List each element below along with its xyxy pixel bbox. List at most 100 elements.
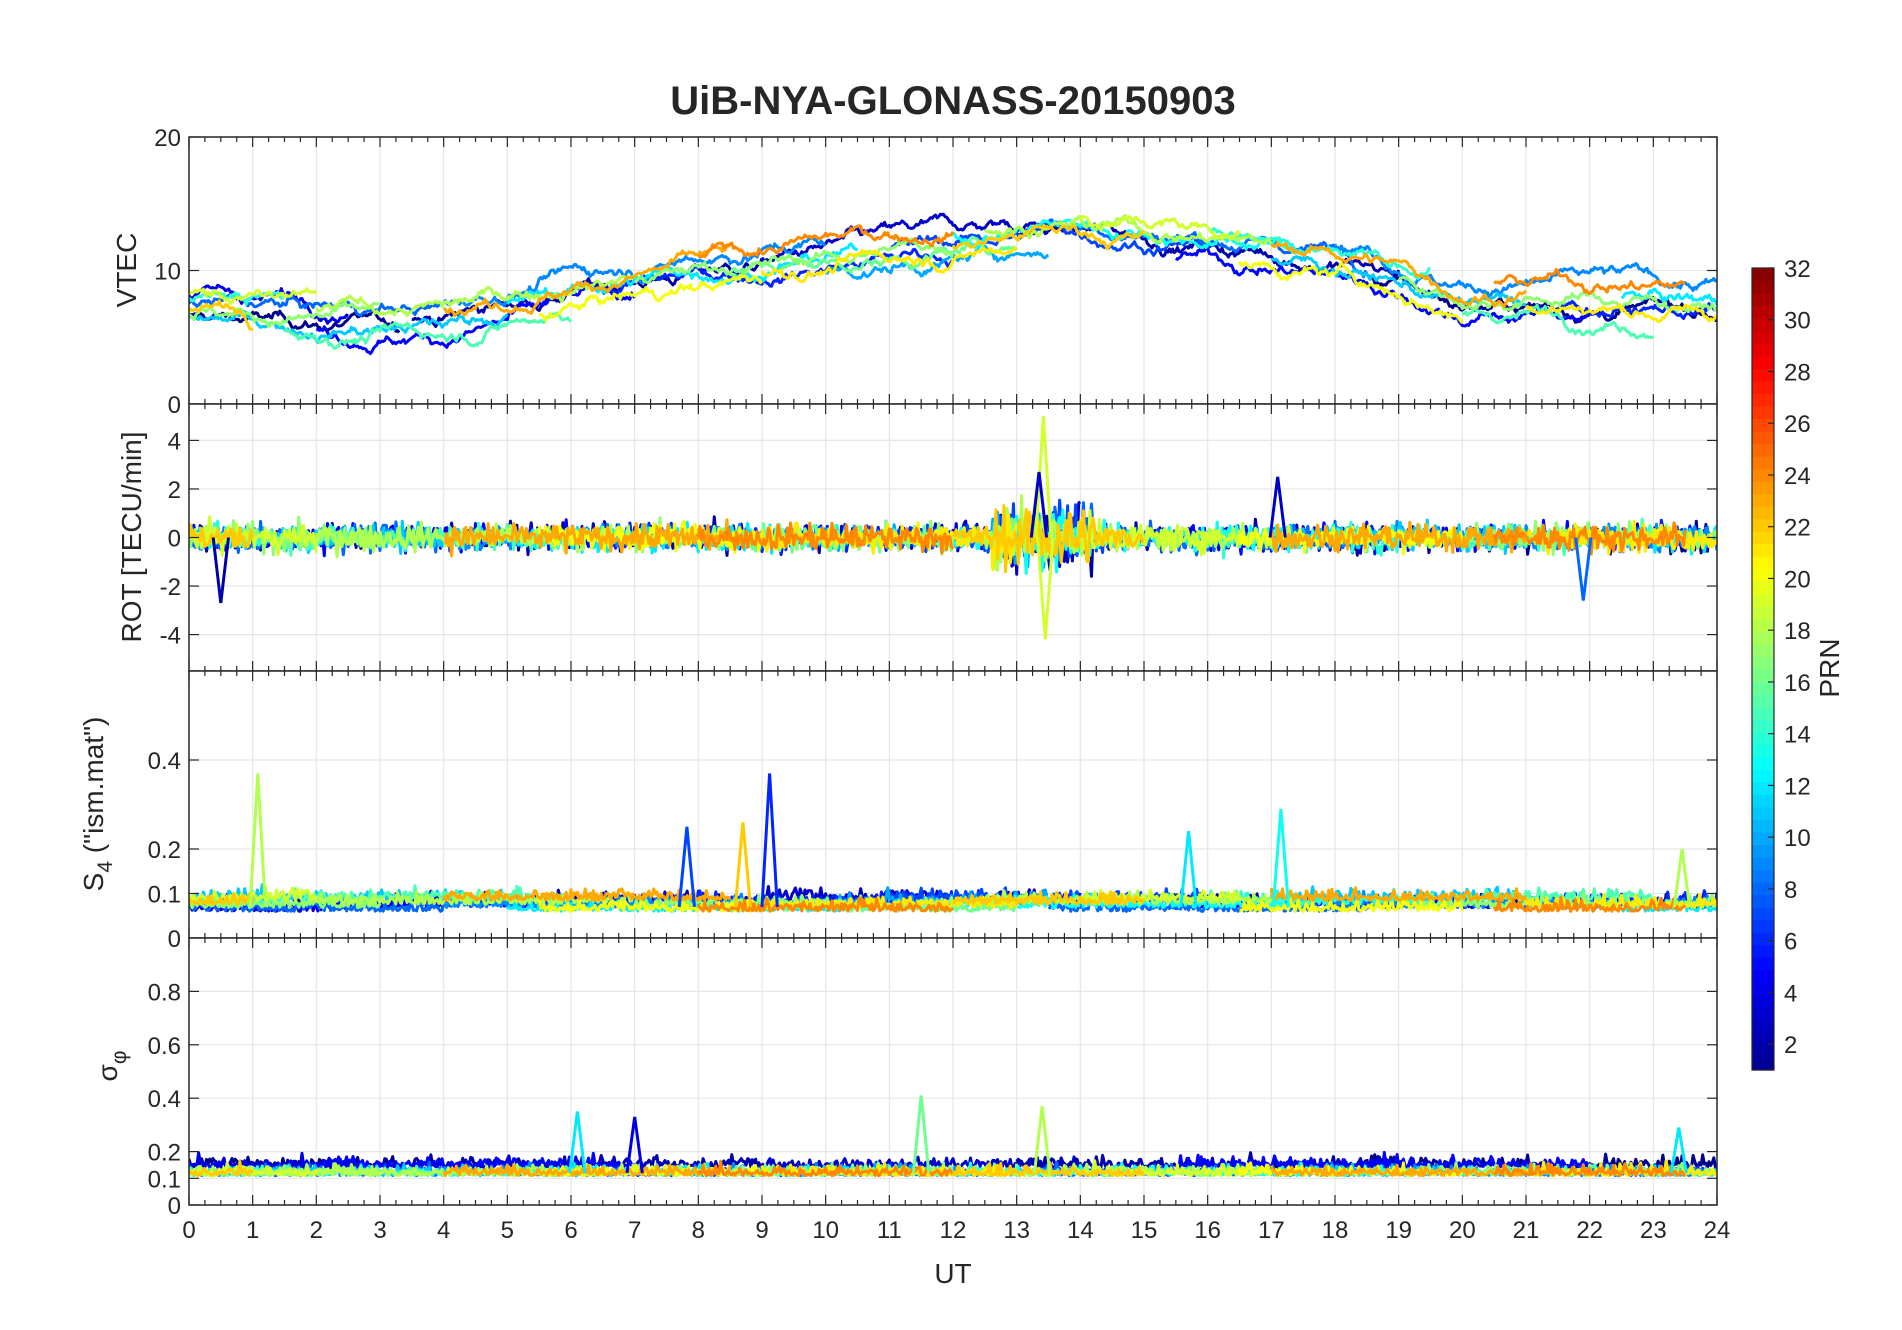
y-tick-label: -4 — [160, 623, 181, 650]
satellite-track-prn-3 — [760, 212, 1082, 263]
peak-prn-22 — [733, 822, 752, 908]
x-tick-label: 17 — [1258, 1217, 1285, 1244]
colorbar-segment — [1752, 268, 1774, 282]
x-tick-label: 5 — [501, 1217, 514, 1244]
satellite-track-prn-19 — [189, 287, 318, 306]
x-tick-label: 16 — [1194, 1217, 1221, 1244]
colorbar-segment — [1752, 819, 1774, 833]
colorbar-segment — [1752, 293, 1774, 307]
satellite-track-prn-5 — [1175, 245, 1591, 328]
y-tick-label: 0.4 — [148, 748, 181, 775]
satellite-track-prn-20 — [538, 274, 764, 322]
colorbar-segment — [1752, 493, 1774, 507]
x-tick-label: 11 — [877, 1217, 902, 1244]
x-tick-label: 20 — [1449, 1217, 1476, 1244]
colorbar-segment — [1752, 731, 1774, 745]
peak-prn-12 — [568, 1111, 587, 1174]
colorbar-segment — [1752, 581, 1774, 595]
y-tick-label: -2 — [160, 574, 181, 601]
panel-s4: 0 0.1 0.2 0.4 — [148, 670, 1718, 953]
x-tick-label: 19 — [1385, 1217, 1412, 1244]
satellite-track-prn-24 — [1493, 1161, 1686, 1178]
colorbar-segment — [1752, 1057, 1774, 1071]
x-tick-label: 4 — [437, 1217, 450, 1244]
satellite-track-prn-21 — [760, 245, 1018, 284]
colorbar-segment — [1752, 919, 1774, 933]
colorbar-segment — [1752, 418, 1774, 432]
colorbar-segment — [1752, 543, 1774, 557]
x-tick-label: 13 — [1003, 1217, 1030, 1244]
satellite-track-prn-22 — [189, 299, 254, 332]
peak-prn-3 — [1268, 476, 1287, 538]
satellite-track-prn-23 — [1270, 241, 1528, 309]
x-tick-label: 21 — [1513, 1217, 1540, 1244]
panel-rot: -4 -2 0 2 4 — [160, 403, 1718, 672]
colorbar-tick-label: 26 — [1784, 411, 1811, 438]
x-tick-label: 10 — [812, 1217, 839, 1244]
series-group — [189, 416, 1717, 640]
y-tick-label: 0.2 — [148, 1140, 181, 1167]
y-tick-label: 0 — [168, 1193, 181, 1220]
series-group — [189, 212, 1717, 356]
colorbar-segment — [1752, 305, 1774, 319]
colorbar-segment — [1752, 393, 1774, 407]
satellite-track-prn-15 — [283, 311, 573, 350]
colorbar-tick-label: 14 — [1784, 722, 1811, 749]
colorbar-segment — [1752, 643, 1774, 658]
satellite-track-prn-18 — [983, 213, 1273, 246]
colorbar-segment — [1752, 994, 1774, 1008]
colorbar-segment — [1752, 781, 1774, 795]
colorbar-segment — [1752, 831, 1774, 846]
colorbar-segment — [1752, 907, 1774, 921]
colorbar-segment — [1752, 719, 1774, 733]
chart-title: UiB-NYA-GLONASS-20150903 — [670, 79, 1235, 123]
colorbar-segment — [1752, 1007, 1774, 1021]
colorbar-tick-label: 8 — [1784, 877, 1797, 904]
colorbar-label: PRN — [1814, 638, 1845, 697]
peak-prn-16 — [912, 1095, 931, 1174]
colorbar-segment — [1752, 318, 1774, 332]
colorbar-segment — [1752, 568, 1774, 582]
colorbar-segment — [1752, 343, 1774, 357]
satellite-track-prn-1 — [1365, 1152, 1717, 1170]
colorbar-segment — [1752, 368, 1774, 382]
satellite-track-prn-10 — [825, 242, 1050, 281]
peak-prn-12 — [1179, 831, 1198, 908]
satellite-track-prn-20 — [1238, 260, 1464, 325]
peak-prn-18 — [1672, 848, 1692, 908]
series-group — [189, 773, 1717, 913]
colorbar-segment — [1752, 593, 1774, 607]
s4-axis-label-rest: ("ism.mat") — [78, 717, 109, 861]
x-axis-label: UT — [934, 1258, 971, 1289]
satellite-track-prn-24 — [697, 224, 955, 259]
sigma-axis-label-sub: φ — [108, 1051, 131, 1065]
satellite-track-prn-22 — [189, 523, 255, 549]
y-tick-label: 0.8 — [148, 979, 181, 1006]
x-tick-label: 2 — [310, 1217, 323, 1244]
x-tick-label: 18 — [1322, 1217, 1349, 1244]
y-tick-label: 4 — [168, 428, 181, 455]
x-tick-label: 1 — [246, 1217, 259, 1244]
y-tick-label: 0 — [168, 926, 181, 953]
colorbar-segment — [1752, 443, 1774, 457]
colorbar-segment — [1752, 932, 1774, 946]
satellite-track-prn-24 — [1492, 895, 1687, 913]
satellite-track-prn-23 — [1269, 520, 1528, 554]
peak-prn-18 — [1033, 1106, 1052, 1174]
satellite-track-prn-23 — [443, 518, 731, 558]
peak-prn-13 — [1271, 808, 1290, 908]
colorbar-box — [1751, 267, 1775, 1071]
x-tick-label: 6 — [564, 1217, 577, 1244]
colorbar-segment — [1752, 631, 1774, 645]
colorbar-tick-label: 24 — [1784, 463, 1811, 490]
colorbar-segment — [1752, 756, 1774, 770]
colorbar-segment — [1752, 794, 1774, 808]
colorbar-segment — [1752, 355, 1774, 369]
sigma-axis-label-main: σ — [92, 1064, 123, 1081]
satellite-track-prn-24 — [696, 521, 955, 555]
satellite-track-prn-17 — [634, 237, 954, 284]
vtec-axis-label: VTEC — [111, 233, 142, 308]
colorbar-segment — [1752, 380, 1774, 394]
y-tick-label: 20 — [154, 125, 181, 152]
